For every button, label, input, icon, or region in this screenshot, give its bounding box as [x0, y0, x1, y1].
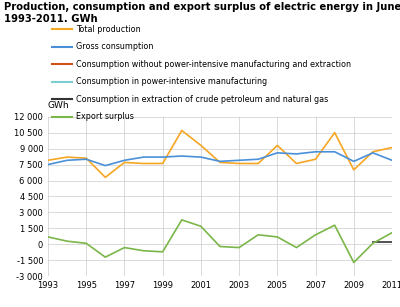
- Text: Gross consumption: Gross consumption: [76, 42, 153, 51]
- Text: GWh: GWh: [48, 101, 70, 110]
- Text: Consumption without power-intensive manufacturing and extraction: Consumption without power-intensive manu…: [76, 60, 351, 69]
- Text: Export surplus: Export surplus: [76, 112, 134, 121]
- Text: Consumption in power-intensive manufacturing: Consumption in power-intensive manufactu…: [76, 77, 267, 86]
- Text: Consumption in extraction of crude petroleum and natural gas: Consumption in extraction of crude petro…: [76, 95, 328, 104]
- Text: Production, consumption and export surplus of electric energy in June.: Production, consumption and export surpl…: [4, 2, 400, 12]
- Text: 1993-2011. GWh: 1993-2011. GWh: [4, 14, 98, 24]
- Text: Total production: Total production: [76, 25, 141, 34]
